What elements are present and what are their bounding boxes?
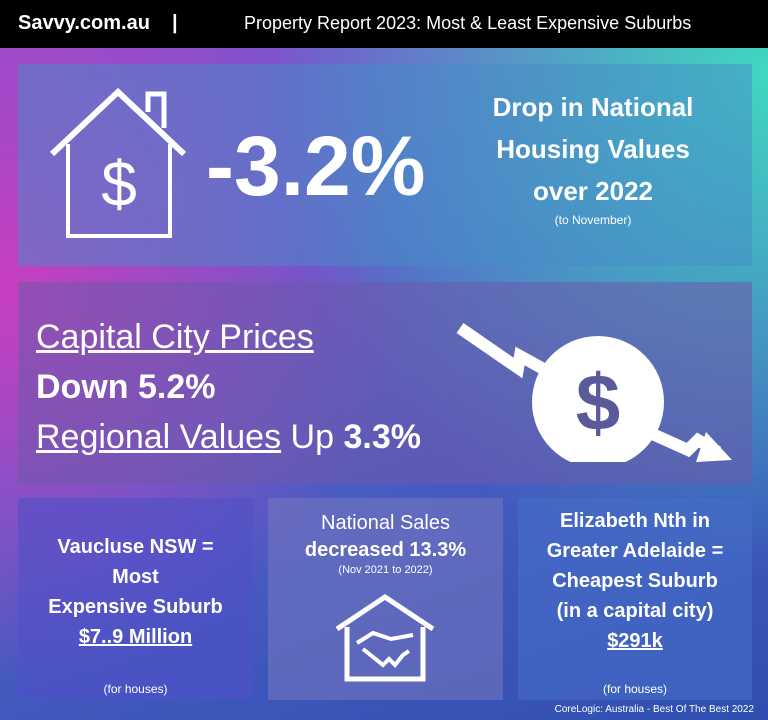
card-value: $291k: [607, 630, 663, 652]
svg-text:$: $: [576, 358, 621, 447]
header-title: Property Report 2023: Most & Least Expen…: [244, 13, 692, 33]
headline-line: Housing Values: [496, 134, 690, 164]
regional-direction: Up: [290, 418, 335, 456]
headline-line: over 2022: [533, 176, 653, 206]
svg-text:$: $: [101, 148, 137, 220]
card-value: $7..9 Million: [78, 626, 193, 648]
down-arrow-icon: $: [456, 323, 732, 462]
headline-line: Drop in National: [492, 92, 694, 122]
card: Elizabeth Nth in Greater Adelaide = Chea…: [518, 498, 752, 700]
card: National Sales decreased 13.3% (Nov 2021…: [268, 498, 503, 700]
card-line: Expensive Suburb: [48, 596, 223, 618]
headline-note: (to November): [554, 213, 632, 227]
handshake-icon: [335, 593, 435, 682]
card-note: (Nov 2021 to 2022): [338, 564, 433, 576]
headline-panel: $ -3.2% Drop in National Housing Values …: [18, 64, 752, 266]
card-line: (in a capital city): [556, 600, 714, 622]
capital-change: Down 5.2%: [36, 368, 216, 406]
capital-label: Capital City Prices: [36, 318, 314, 356]
prices-panel: Capital City Prices Down 5.2% Regional V…: [18, 282, 752, 484]
headline-value: -3.2%: [206, 119, 426, 213]
headline-text: Drop in National Housing Values over 202…: [468, 86, 718, 228]
card-line: National Sales: [321, 512, 450, 534]
card-note: (for houses): [103, 682, 168, 696]
regional-value: 3.3%: [343, 418, 421, 456]
card-line: Most: [112, 566, 159, 588]
card-line: Vaucluse NSW =: [57, 536, 214, 558]
card: Vaucluse NSW = Most Expensive Suburb $7.…: [18, 498, 253, 700]
card-line: decreased 13.3%: [304, 539, 467, 561]
source: CoreLogic: Australia - Best Of The Best …: [554, 704, 754, 715]
regional-row: Regional Values Up 3.3%: [36, 412, 421, 462]
prices-text: Capital City Prices Down 5.2% Regional V…: [36, 312, 421, 462]
header-bar: Savvy.com.au | Property Report 2023: Mos…: [0, 0, 768, 48]
card-note: (for houses): [602, 682, 668, 696]
regional-label: Regional Values: [36, 418, 282, 456]
card-line: Cheapest Suburb: [552, 570, 718, 592]
brand: Savvy.com.au: [18, 12, 150, 34]
card-line: Greater Adelaide =: [546, 540, 724, 562]
house-icon: $: [49, 87, 187, 238]
separator: |: [172, 12, 178, 34]
card-line: Elizabeth Nth in: [560, 510, 710, 532]
